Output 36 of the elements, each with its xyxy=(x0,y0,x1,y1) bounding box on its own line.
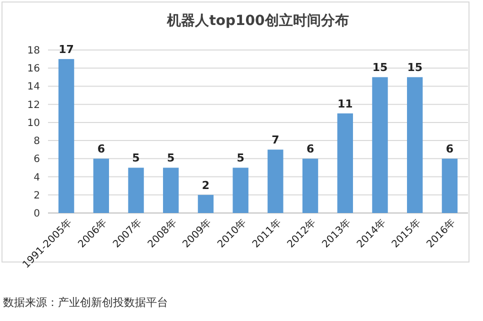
bar xyxy=(232,168,248,213)
data-label: 2 xyxy=(202,178,210,192)
y-tick-label: 12 xyxy=(27,100,40,111)
bar xyxy=(58,59,74,213)
source-note: 数据来源：产业创新创投数据平台 xyxy=(3,296,168,309)
y-tick-label: 6 xyxy=(34,154,40,166)
bar xyxy=(93,158,109,213)
data-label: 5 xyxy=(236,152,244,165)
y-tick-label: 8 xyxy=(34,136,40,148)
bar xyxy=(268,150,284,213)
data-label: 7 xyxy=(272,134,280,147)
bar xyxy=(198,194,214,213)
data-label: 15 xyxy=(407,61,423,74)
data-label: 15 xyxy=(372,61,388,74)
bar xyxy=(337,113,353,213)
data-label: 6 xyxy=(446,142,454,156)
data-label: 17 xyxy=(58,43,74,56)
y-tick-label: 18 xyxy=(27,46,40,56)
data-label: 6 xyxy=(306,142,314,156)
data-label: 5 xyxy=(167,152,175,165)
y-tick-label: 16 xyxy=(27,64,40,75)
data-label: 5 xyxy=(132,152,140,165)
y-tick-label: 10 xyxy=(27,118,40,129)
bar xyxy=(407,77,423,213)
y-tick-label: 4 xyxy=(34,172,40,184)
bar xyxy=(128,168,144,213)
bar xyxy=(442,158,458,213)
data-label: 11 xyxy=(337,97,353,110)
chart-title: 机器人top100创立时间分布 xyxy=(166,12,349,29)
bar xyxy=(302,158,318,213)
bar xyxy=(163,168,179,213)
bar xyxy=(372,77,388,213)
y-tick-label: 0 xyxy=(34,208,40,220)
y-tick-label: 14 xyxy=(27,82,40,93)
y-tick-label: 2 xyxy=(34,190,40,202)
data-label: 6 xyxy=(97,142,106,156)
